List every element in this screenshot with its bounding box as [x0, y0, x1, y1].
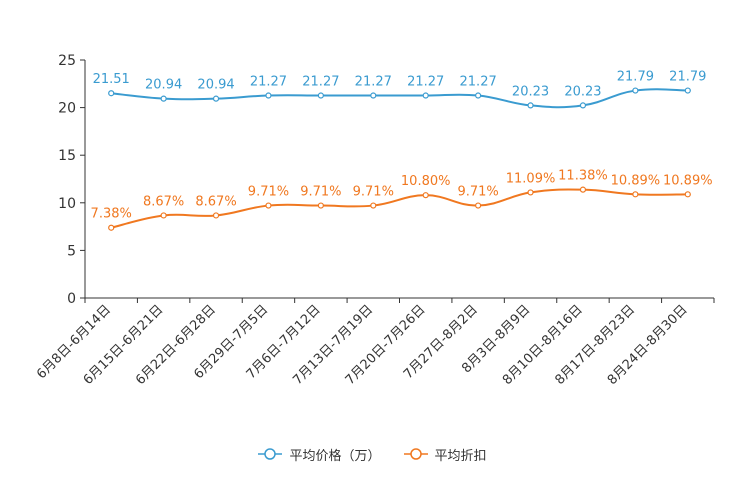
data-point[interactable] — [422, 192, 429, 199]
data-labels: 21.51 20.94 20.94 21.27 21.27 21.27 21.27 21.27… — [91, 70, 713, 222]
data-point[interactable] — [108, 224, 115, 231]
data-point[interactable] — [265, 92, 272, 99]
y-axis: 0 5 10 15 20 25 — [58, 53, 86, 307]
legend-item-price[interactable]: 平均价格（万） — [257, 445, 381, 464]
data-label: 21.27 — [460, 75, 497, 90]
line-chart: 0 5 10 15 20 25 6月8日-6月14日6月15日-6月21日6月22日-6月… — [34, 53, 715, 388]
series-line-0 — [111, 88, 688, 109]
data-point[interactable] — [422, 92, 429, 99]
data-point[interactable] — [160, 212, 167, 219]
data-label: 9.71% — [248, 185, 289, 200]
data-point[interactable] — [370, 202, 377, 209]
data-label: 21.51 — [93, 72, 130, 87]
legend-discount-label: 平均折扣 — [434, 448, 487, 464]
data-label: 20.94 — [145, 78, 182, 93]
data-point[interactable] — [684, 87, 691, 94]
data-point[interactable] — [317, 92, 324, 99]
data-point[interactable] — [632, 191, 639, 198]
legend-price-label: 平均价格（万） — [289, 448, 381, 464]
data-label: 11.38% — [558, 169, 608, 184]
y-tick-label: 0 — [67, 291, 76, 307]
data-point[interactable] — [212, 212, 220, 219]
data-label: 21.27 — [355, 75, 392, 90]
data-point[interactable] — [212, 95, 220, 102]
data-label: 9.71% — [457, 185, 498, 200]
data-label: 8.67% — [195, 194, 236, 209]
data-label: 21.27 — [302, 75, 339, 90]
y-tick-label: 5 — [67, 243, 76, 259]
data-label: 20.94 — [197, 78, 234, 93]
data-point[interactable] — [579, 102, 587, 109]
data-label: 20.23 — [564, 84, 601, 99]
y-tick-label: 15 — [58, 148, 76, 164]
data-label: 9.71% — [300, 185, 341, 200]
data-label: 7.38% — [91, 207, 132, 222]
y-tick-label: 20 — [58, 101, 76, 117]
data-point[interactable] — [475, 202, 482, 209]
y-tick-label: 10 — [58, 196, 76, 212]
legend-item-discount[interactable]: 平均折扣 — [403, 445, 487, 464]
data-point[interactable] — [370, 92, 377, 99]
series-line-1 — [110, 188, 688, 229]
data-point[interactable] — [579, 186, 587, 193]
data-point[interactable] — [265, 202, 272, 209]
x-axis: 6月8日-6月14日6月15日-6月21日6月22日-6月28日6月29日-7月… — [34, 297, 715, 388]
data-point[interactable] — [317, 202, 324, 209]
y-tick-label: 25 — [58, 53, 76, 69]
data-label: 11.09% — [506, 171, 556, 186]
data-point[interactable] — [160, 95, 167, 102]
data-label: 10.89% — [663, 173, 713, 188]
data-label: 20.23 — [512, 84, 549, 99]
data-label: 9.71% — [353, 185, 394, 200]
legend[interactable]: 平均价格（万） 平均折扣 — [0, 442, 744, 466]
data-label: 21.79 — [669, 70, 706, 85]
data-point[interactable] — [108, 90, 115, 97]
data-label: 10.89% — [611, 173, 661, 188]
data-point[interactable] — [527, 102, 534, 109]
data-label: 8.67% — [143, 194, 184, 209]
legend-discount-marker-icon — [403, 448, 428, 460]
data-point[interactable] — [632, 87, 639, 94]
legend-price-marker-icon — [258, 448, 283, 460]
data-point[interactable] — [475, 92, 482, 99]
data-label: 21.27 — [250, 75, 287, 90]
data-label: 21.79 — [617, 70, 654, 85]
data-point[interactable] — [527, 189, 534, 196]
data-point[interactable] — [684, 191, 691, 198]
data-label: 21.27 — [407, 75, 444, 90]
series-lines — [108, 87, 691, 231]
data-label: 10.80% — [401, 174, 451, 189]
